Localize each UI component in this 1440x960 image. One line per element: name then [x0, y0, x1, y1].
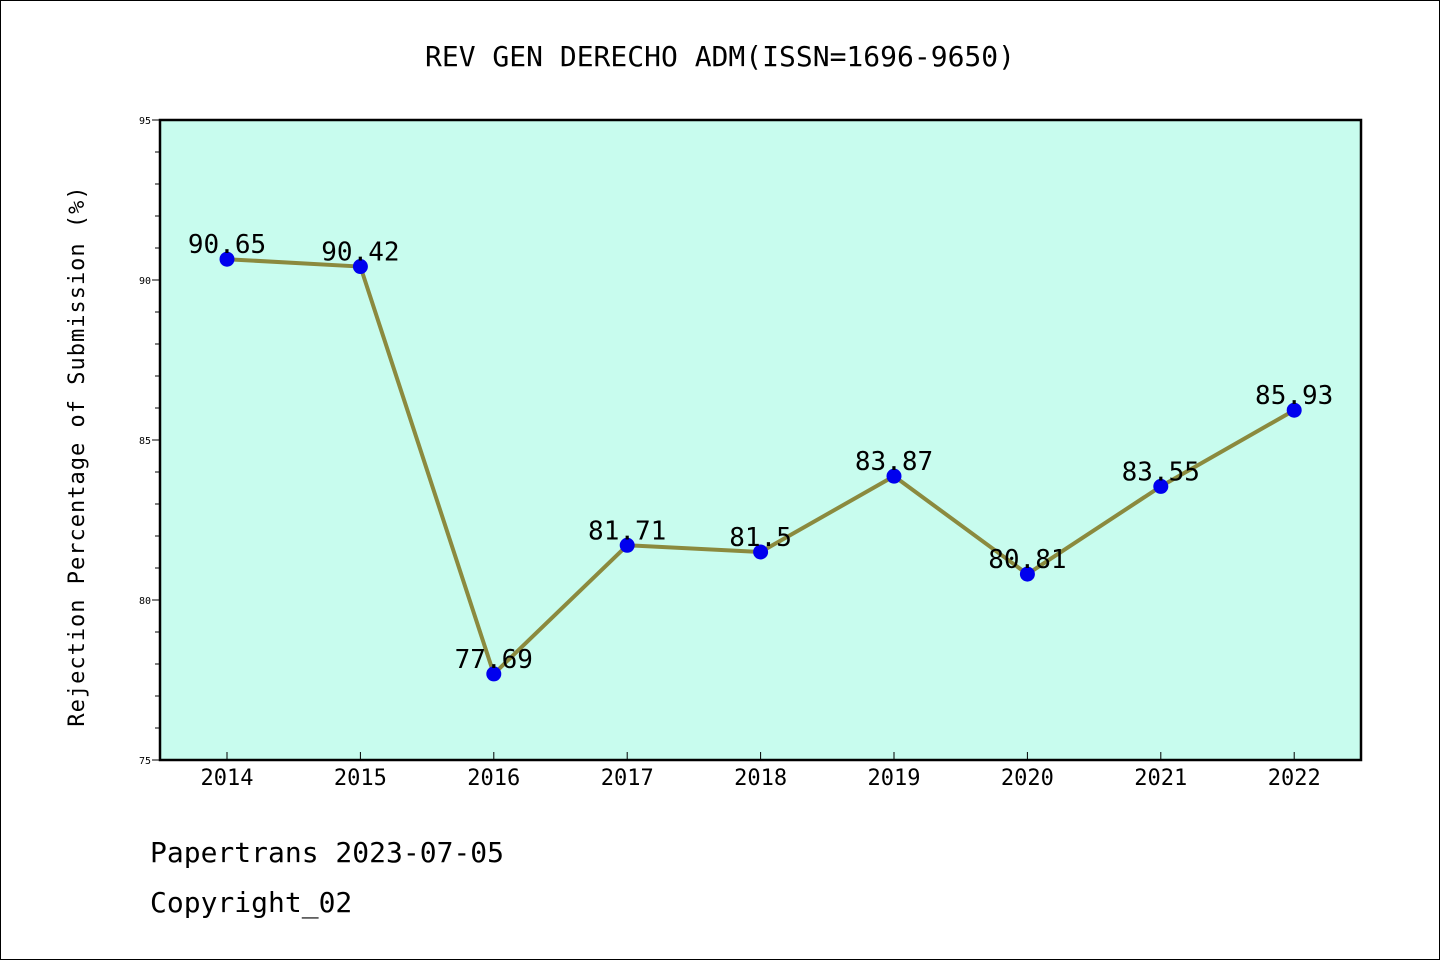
- data-point: [486, 666, 502, 682]
- data-label: 90.42: [321, 238, 399, 268]
- data-point: [219, 251, 235, 267]
- x-tick-label: 2019: [868, 766, 921, 791]
- data-point: [753, 544, 769, 560]
- chart-title: REV GEN DERECHO ADM(ISSN=1696-9650): [425, 40, 1015, 73]
- data-point: [352, 259, 368, 275]
- series-markers: [219, 251, 1302, 682]
- plot-border: [158, 118, 1363, 762]
- data-label: 81.71: [588, 516, 666, 546]
- data-point: [1019, 566, 1035, 582]
- data-point: [1286, 402, 1302, 418]
- y-tick-label: 95: [139, 116, 151, 127]
- data-label: 83.87: [855, 447, 933, 477]
- x-tick-label: 2014: [201, 766, 254, 791]
- data-label: 83.55: [1122, 457, 1200, 487]
- x-tick-label: 2018: [734, 766, 787, 791]
- data-label: 85.93: [1255, 381, 1333, 411]
- data-label: 80.81: [988, 545, 1066, 575]
- footer-credit: Papertrans 2023-07-05: [150, 836, 505, 869]
- plot-area: [160, 120, 1361, 760]
- footer-copyright: Copyright_02: [150, 886, 353, 919]
- x-tick-label: 2021: [1134, 766, 1187, 791]
- x-axis: 2014 2015 2016 2017 2018 2019 2020 2021 2022: [201, 752, 1321, 791]
- x-tick-label: 2022: [1268, 766, 1321, 791]
- data-point: [1153, 478, 1169, 494]
- y-tick-label: 85: [139, 436, 151, 447]
- data-point: [886, 468, 902, 484]
- data-labels: 90.65 90.42 77.69 81.71 81.5 83.87 80.81 83.55 8…: [188, 230, 1333, 675]
- y-tick-label: 90: [139, 276, 151, 287]
- x-tick-label: 2020: [1001, 766, 1054, 791]
- x-tick-label: 2015: [334, 766, 387, 791]
- y-tick-label: 80: [139, 596, 151, 607]
- y-axis-label: Rejection Percentage of Submission (%): [65, 185, 90, 726]
- x-tick-label: 2016: [467, 766, 520, 791]
- data-label: 90.65: [188, 230, 266, 260]
- data-point: [619, 537, 635, 553]
- x-tick-label: 2017: [601, 766, 654, 791]
- data-label: 81.5: [729, 523, 792, 553]
- y-axis: 75 80 85 90 95: [139, 116, 160, 767]
- data-label: 77.69: [455, 645, 533, 675]
- y-tick-label: 75: [139, 756, 151, 767]
